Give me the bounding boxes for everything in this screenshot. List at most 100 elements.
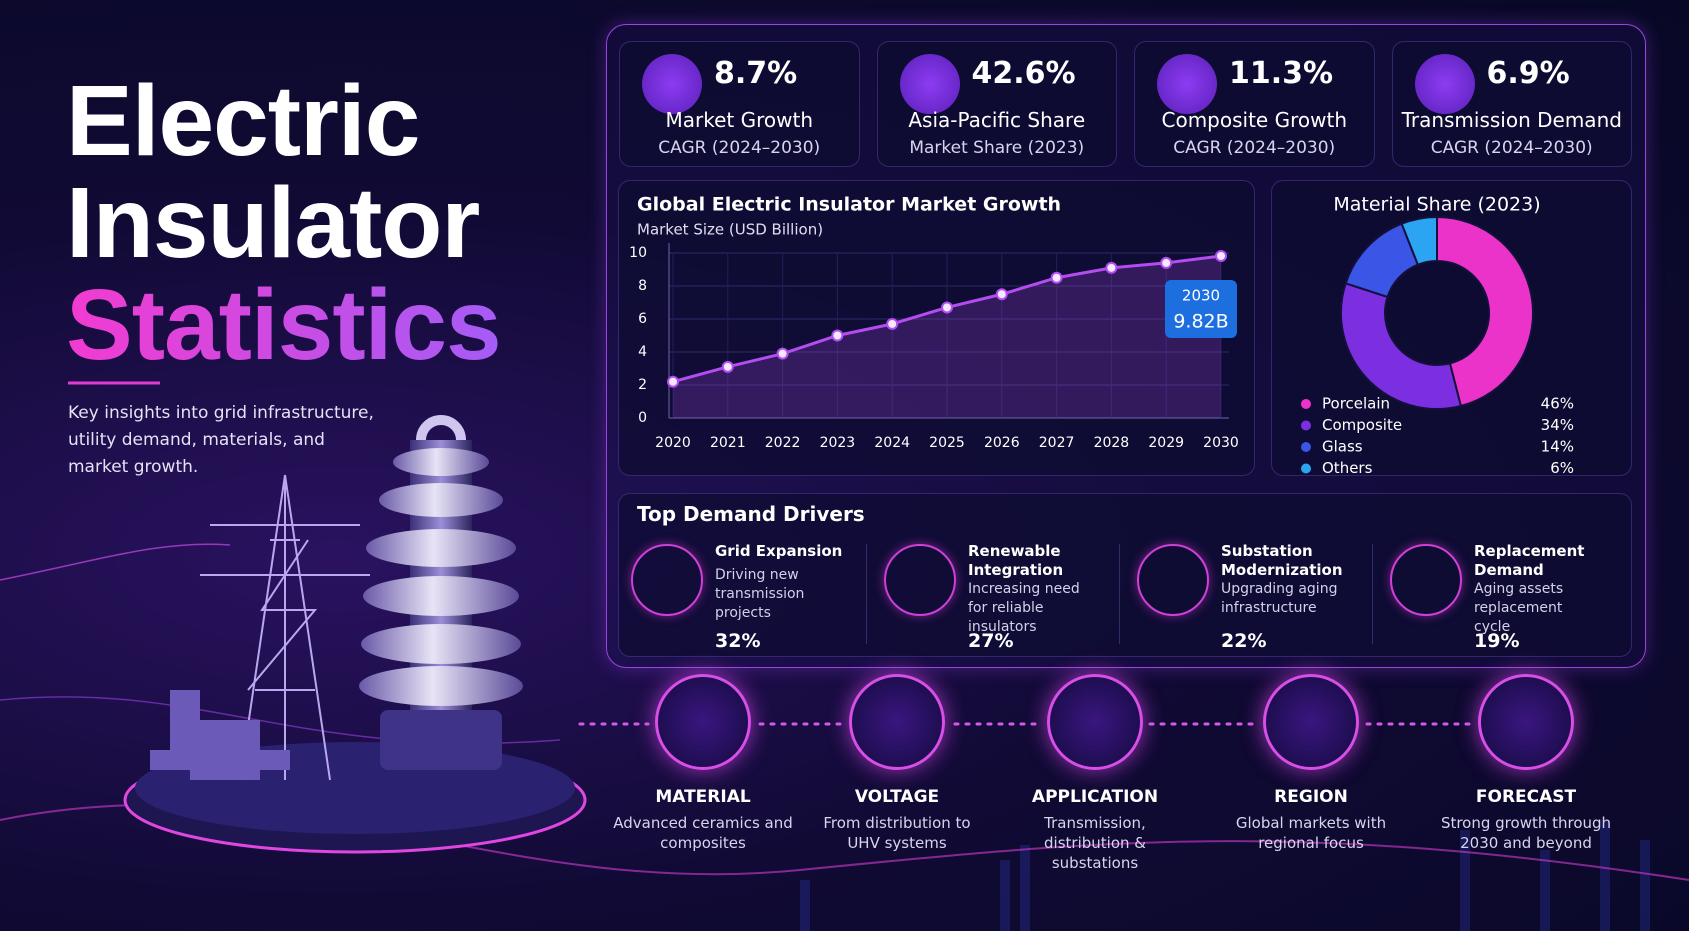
chart-title: Material Share (2023) bbox=[1333, 194, 1540, 216]
driver: Renewable Integration Increasing need for… bbox=[866, 534, 1122, 652]
line-point bbox=[941, 301, 953, 314]
title-block: Electric Insulator Statistics bbox=[66, 65, 502, 381]
divider bbox=[1372, 544, 1373, 644]
process-step: FORECAST Strong growth through 2030 and b… bbox=[1426, 674, 1626, 853]
legend-label: Others bbox=[1322, 459, 1373, 476]
process-label: APPLICATION bbox=[1031, 787, 1159, 807]
x-tick-label: 2027 bbox=[1039, 435, 1075, 451]
line-chart: Global Electric Insulator Market Growth … bbox=[618, 180, 1255, 476]
line-point bbox=[667, 375, 679, 388]
process-label: VOLTAGE bbox=[854, 787, 940, 807]
x-tick-label: 2029 bbox=[1148, 435, 1184, 451]
driver-title: Grid Expansion bbox=[715, 542, 843, 560]
x-tick-label: 2020 bbox=[655, 435, 691, 451]
title-line: Statistics bbox=[66, 269, 502, 381]
drivers-title: Top Demand Drivers bbox=[637, 502, 865, 526]
chart-title: Global Electric Insulator Market Growth bbox=[637, 194, 1061, 216]
donut-slice bbox=[1400, 215, 1438, 266]
driver-share: 32% bbox=[715, 630, 761, 652]
kpi-row: 8.7% Market Growth CAGR (2024–2030) 42.6% As… bbox=[619, 41, 1632, 167]
y-tick-label: 0 bbox=[638, 410, 647, 426]
divider bbox=[866, 544, 867, 644]
donut-slice bbox=[1436, 215, 1534, 408]
legend-swatch bbox=[1301, 463, 1311, 474]
y-tick-label: 6 bbox=[638, 311, 647, 327]
kpi-sublabel: Market Share (2023) bbox=[909, 138, 1085, 158]
driver: Substation Modernization Upgrading aging … bbox=[1119, 534, 1375, 652]
title-line: Insulator bbox=[66, 167, 480, 279]
y-tick-label: 8 bbox=[638, 278, 647, 294]
line-area bbox=[673, 255, 1221, 418]
legend-value: 6% bbox=[1550, 459, 1574, 476]
x-tick-label: 2026 bbox=[984, 435, 1020, 451]
subtitle: Key insights into grid infrastructure, u… bbox=[68, 403, 374, 477]
title-line: Electric bbox=[66, 65, 420, 177]
annotation-box bbox=[1165, 279, 1237, 338]
legend-label: Glass bbox=[1322, 438, 1363, 456]
kpi-label: Market Growth bbox=[665, 108, 814, 132]
x-tick-label: 2023 bbox=[820, 435, 856, 451]
line-point bbox=[1160, 256, 1173, 269]
legend-label: Composite bbox=[1322, 416, 1402, 434]
y-tick-label: 10 bbox=[629, 245, 647, 261]
process-label: MATERIAL bbox=[655, 787, 751, 807]
kpi-sublabel: CAGR (2024–2030) bbox=[658, 138, 821, 158]
donut-slice bbox=[1340, 282, 1463, 410]
process-step: APPLICATION Transmission, distribution & … bbox=[995, 674, 1195, 873]
legend-swatch bbox=[1301, 399, 1311, 409]
annotation-label: 9.82B bbox=[1173, 310, 1228, 332]
line-point bbox=[1105, 261, 1118, 274]
driver: Grid Expansion Driving new transmission p… bbox=[619, 534, 869, 652]
kpi-sublabel: CAGR (2024–2030) bbox=[1430, 138, 1593, 158]
process-step: VOLTAGE From distribution to UHV systems bbox=[797, 674, 997, 853]
process-description: Strong growth through 2030 and beyond bbox=[1440, 814, 1612, 852]
process-description: Global markets with regional focus bbox=[1235, 814, 1387, 852]
kpi-value: 8.7% bbox=[714, 56, 798, 91]
line-point bbox=[1050, 271, 1063, 284]
process-icon bbox=[849, 674, 945, 770]
kpi-value: 42.6% bbox=[971, 56, 1076, 91]
kpi-label: Transmission Demand bbox=[1401, 108, 1622, 132]
line-point bbox=[1215, 249, 1227, 262]
x-tick-label: 2024 bbox=[874, 435, 910, 451]
x-tick-label: 2030 bbox=[1203, 435, 1239, 451]
process-icon bbox=[1263, 674, 1359, 770]
kpi-sublabel: CAGR (2024–2030) bbox=[1173, 138, 1336, 158]
kpi-label: Composite Growth bbox=[1161, 108, 1348, 132]
driver-description: Upgrading aging infrastructure bbox=[1221, 581, 1338, 616]
legend-label: Porcelain bbox=[1322, 395, 1390, 413]
kpi-value: 6.9% bbox=[1486, 56, 1570, 91]
driver-icon bbox=[1137, 544, 1209, 616]
kpi-label: Asia-Pacific Share bbox=[908, 108, 1086, 132]
kpi-value: 11.3% bbox=[1229, 56, 1334, 91]
line-point bbox=[721, 360, 734, 373]
legend-value: 14% bbox=[1541, 438, 1574, 456]
process-row: MATERIAL Advanced ceramics and composites… bbox=[0, 674, 1689, 874]
driver-description: Increasing need for reliable insulators bbox=[968, 581, 1080, 635]
driver-icon bbox=[884, 544, 956, 616]
driver-description: Aging assets replacement cycle bbox=[1474, 581, 1564, 635]
kpi-card: 6.9% Transmission Demand CAGR (2024–2030) bbox=[1391, 41, 1632, 167]
driver-icon bbox=[1390, 544, 1462, 616]
divider bbox=[1119, 544, 1120, 644]
driver-title: Replacement Demand bbox=[1474, 542, 1585, 579]
kpi-card: 8.7% Market Growth CAGR (2024–2030) bbox=[619, 41, 860, 167]
x-tick-label: 2025 bbox=[929, 435, 965, 451]
process-icon bbox=[655, 674, 751, 770]
driver-share: 22% bbox=[1221, 630, 1267, 652]
x-tick-label: 2028 bbox=[1094, 435, 1130, 451]
x-tick-label: 2022 bbox=[765, 435, 801, 451]
process-description: From distribution to UHV systems bbox=[823, 814, 971, 852]
kpi-icon bbox=[642, 54, 702, 114]
annotation-x: 2030 bbox=[1182, 286, 1220, 304]
y-axis-label: Market Size (USD Billion) bbox=[637, 221, 823, 239]
process-step: REGION Global markets with regional focus bbox=[1211, 674, 1411, 853]
driver-share: 19% bbox=[1474, 630, 1520, 652]
line-point bbox=[995, 288, 1008, 301]
x-tick-label: 2021 bbox=[710, 435, 746, 451]
legend-swatch bbox=[1301, 442, 1311, 452]
driver-icon bbox=[631, 544, 703, 616]
kpi-icon bbox=[1157, 54, 1217, 114]
line-point bbox=[886, 317, 899, 330]
